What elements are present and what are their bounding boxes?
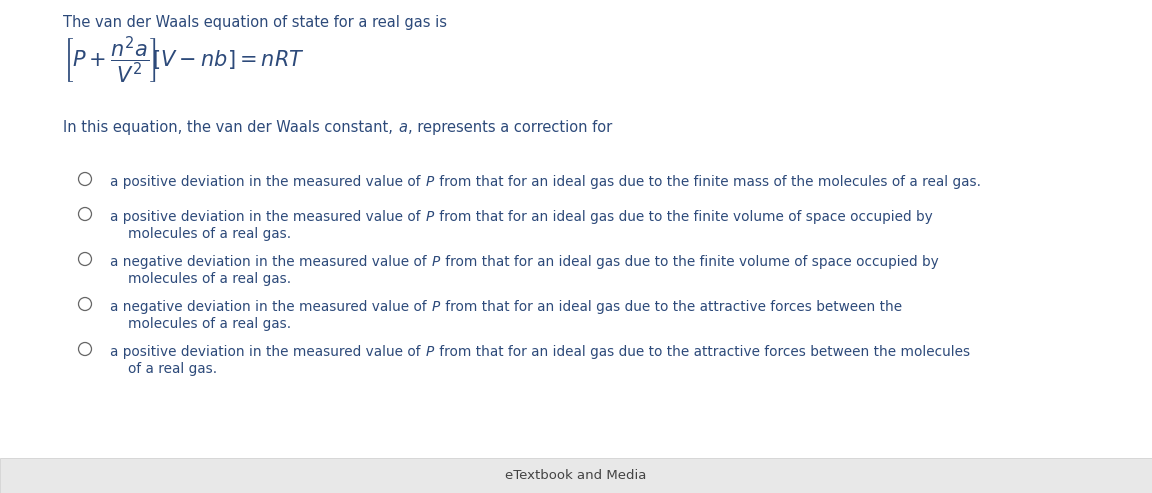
Text: molecules of a real gas.: molecules of a real gas. (128, 227, 291, 241)
Text: $P$: $P$ (431, 255, 441, 269)
Text: $\left[P + \dfrac{n^2a}{V^2}\right]\!\!\left[V - nb\right] = nRT$: $\left[P + \dfrac{n^2a}{V^2}\right]\!\!\… (63, 35, 304, 86)
Bar (0, 458, 1152, 493)
Text: eTextbook and Media: eTextbook and Media (506, 469, 646, 482)
Text: a negative deviation in the measured value of: a negative deviation in the measured val… (109, 255, 431, 269)
Text: a positive deviation in the measured value of: a positive deviation in the measured val… (109, 210, 425, 224)
Text: from that for an ideal gas due to the attractive forces between the: from that for an ideal gas due to the at… (441, 300, 902, 314)
Text: from that for an ideal gas due to the attractive forces between the molecules: from that for an ideal gas due to the at… (435, 345, 970, 359)
Text: $a$: $a$ (397, 120, 408, 135)
Text: $P$: $P$ (425, 345, 435, 359)
Text: a positive deviation in the measured value of: a positive deviation in the measured val… (109, 345, 425, 359)
Text: a positive deviation in the measured value of: a positive deviation in the measured val… (109, 175, 425, 189)
Text: from that for an ideal gas due to the finite mass of the molecules of a real gas: from that for an ideal gas due to the fi… (435, 175, 982, 189)
Text: molecules of a real gas.: molecules of a real gas. (128, 317, 291, 331)
Text: In this equation, the van der Waals constant,: In this equation, the van der Waals cons… (63, 120, 397, 135)
Text: a negative deviation in the measured value of: a negative deviation in the measured val… (109, 300, 431, 314)
Text: from that for an ideal gas due to the finite volume of space occupied by: from that for an ideal gas due to the fi… (435, 210, 933, 224)
Text: $P$: $P$ (431, 300, 441, 314)
Text: molecules of a real gas.: molecules of a real gas. (128, 272, 291, 286)
Text: The van der Waals equation of state for a real gas is: The van der Waals equation of state for … (63, 15, 447, 30)
Text: from that for an ideal gas due to the finite volume of space occupied by: from that for an ideal gas due to the fi… (441, 255, 939, 269)
Text: $P$: $P$ (425, 210, 435, 224)
Text: $P$: $P$ (425, 175, 435, 189)
Text: , represents a correction for: , represents a correction for (408, 120, 612, 135)
Text: of a real gas.: of a real gas. (128, 362, 217, 376)
